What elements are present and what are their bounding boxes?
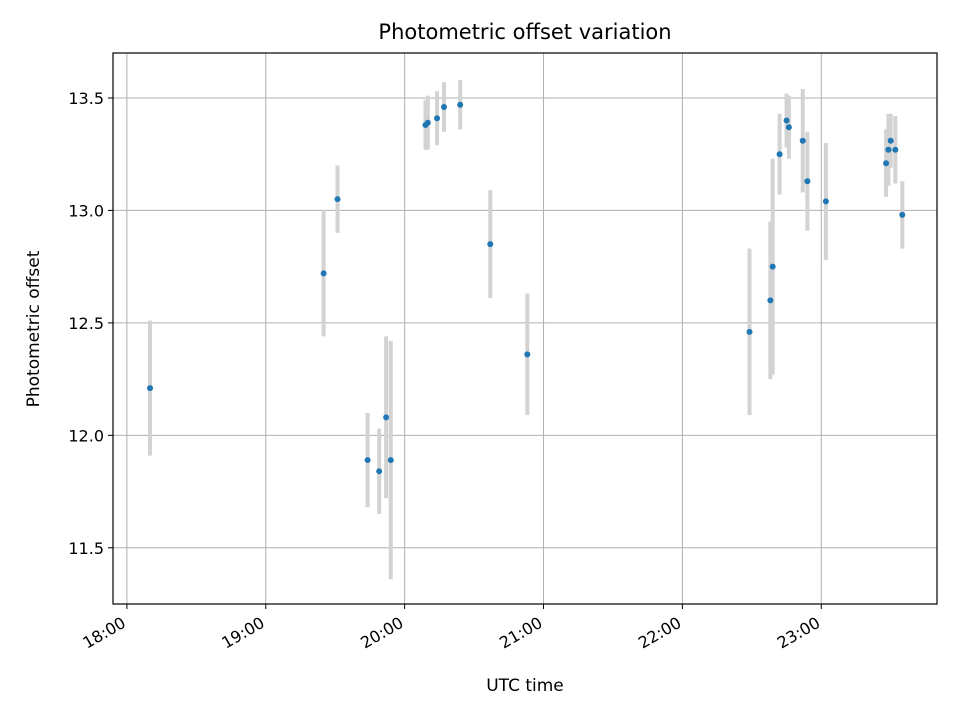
x-tick-label: 19:00 xyxy=(218,613,267,653)
data-point xyxy=(524,351,531,358)
y-tick-label: 12.5 xyxy=(68,314,104,333)
data-point xyxy=(383,414,390,421)
data-point xyxy=(883,160,890,167)
data-point xyxy=(899,211,906,218)
x-tick-label: 23:00 xyxy=(774,613,823,653)
errorbars xyxy=(148,79,905,580)
data-point xyxy=(769,263,776,270)
data-point xyxy=(785,124,792,131)
data-point xyxy=(364,457,371,464)
data-point xyxy=(892,146,899,153)
x-tick-label: 20:00 xyxy=(357,613,406,653)
data-point xyxy=(424,119,431,126)
data-point xyxy=(804,178,811,185)
data-point xyxy=(457,101,464,108)
plot-frame xyxy=(112,52,938,605)
y-axis-label: Photometric offset xyxy=(24,250,44,407)
data-point xyxy=(434,115,441,122)
data-point xyxy=(776,151,783,158)
data-point xyxy=(147,385,154,392)
grid xyxy=(113,53,937,604)
data-point xyxy=(376,468,383,475)
y-tick-label: 13.5 xyxy=(68,89,104,108)
y-tick-label: 13.0 xyxy=(68,201,104,220)
data-point xyxy=(334,196,341,203)
chart-title: Photometric offset variation xyxy=(378,20,671,44)
y-tick-label: 11.5 xyxy=(68,539,104,558)
y-tick-label: 12.0 xyxy=(68,426,104,445)
x-tick-label: 21:00 xyxy=(496,613,545,653)
data-point xyxy=(746,328,753,335)
x-axis: 18:00 19:00 20:00 21:00 22:00 23:00 xyxy=(79,604,823,653)
data-point xyxy=(387,457,394,464)
x-tick-label: 18:00 xyxy=(79,613,128,653)
x-axis-label: UTC time xyxy=(486,676,564,696)
x-tick-label: 22:00 xyxy=(635,613,684,653)
data-point xyxy=(885,146,892,153)
points xyxy=(147,101,906,475)
y-axis: 11.5 12.0 12.5 13.0 13.5 xyxy=(68,89,113,558)
data-point xyxy=(320,270,327,277)
data-point xyxy=(440,103,447,110)
data-point xyxy=(887,137,894,144)
data-point xyxy=(822,198,829,205)
data-point xyxy=(487,241,494,248)
data-point xyxy=(799,137,806,144)
data-point xyxy=(767,297,774,304)
data-point xyxy=(783,117,790,124)
